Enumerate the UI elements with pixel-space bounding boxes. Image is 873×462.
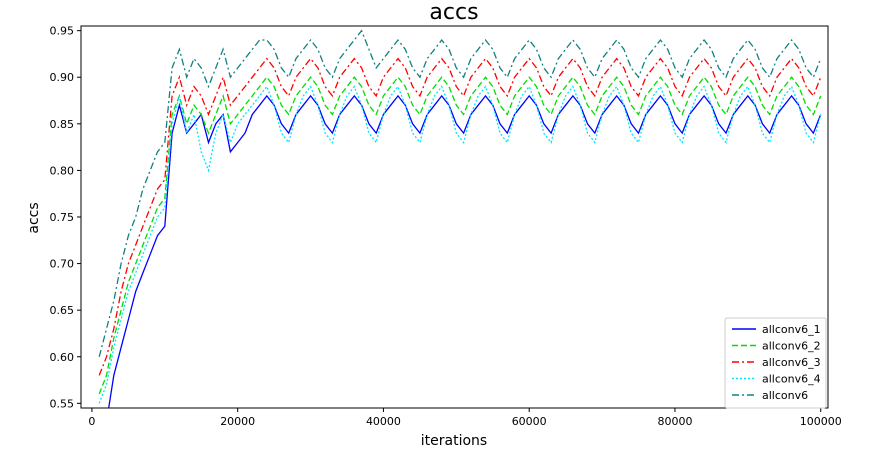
legend-label-allconv6_2: allconv6_2 xyxy=(762,340,821,353)
y-tick-label: 0.55 xyxy=(50,397,75,410)
legend-label-allconv6_3: allconv6_3 xyxy=(762,356,821,369)
y-tick-label: 0.75 xyxy=(50,211,75,224)
legend-label-allconv6: allconv6 xyxy=(762,389,808,402)
series-line-allconv6 xyxy=(98,29,822,357)
y-tick-label: 0.90 xyxy=(50,71,75,84)
chart-title: accs xyxy=(429,0,478,25)
y-axis: 0.55 0.60 0.65 0.70 0.75 0.80 0.85 0.90 0.95 xyxy=(50,25,81,410)
y-axis-title: accs xyxy=(26,202,42,233)
x-tick-label: 40000 xyxy=(366,415,401,428)
legend-label-allconv6_4: allconv6_4 xyxy=(762,373,821,386)
x-axis-title: iterations xyxy=(421,433,487,449)
x-tick-label: 20000 xyxy=(220,415,255,428)
y-tick-label: 0.65 xyxy=(50,304,75,317)
x-tick-label: 100000 xyxy=(800,415,842,428)
y-tick-label: 0.70 xyxy=(50,258,75,271)
legend-label-allconv6_1: allconv6_1 xyxy=(762,323,821,336)
series-line-allconv6_1 xyxy=(108,94,822,408)
series-line-allconv6_2 xyxy=(98,76,822,395)
legend-frame xyxy=(724,317,827,409)
plot-frame xyxy=(80,25,829,409)
x-axis: 0 20000 40000 60000 80000 100000 xyxy=(88,408,842,428)
y-tick-label: 0.95 xyxy=(50,25,75,38)
x-tick-label: 0 xyxy=(88,415,95,428)
y-tick-label: 0.80 xyxy=(50,164,75,177)
legend: allconv6_1 allconv6_2 allconv6_3 allconv6_4… xyxy=(724,317,827,409)
x-tick-label: 60000 xyxy=(512,415,547,428)
series-layer xyxy=(98,29,822,408)
y-tick-label: 0.60 xyxy=(50,351,75,364)
x-tick-label: 80000 xyxy=(657,415,692,428)
series-line-allconv6_3 xyxy=(98,57,822,376)
y-tick-label: 0.85 xyxy=(50,118,75,131)
series-line-allconv6_4 xyxy=(98,85,822,404)
